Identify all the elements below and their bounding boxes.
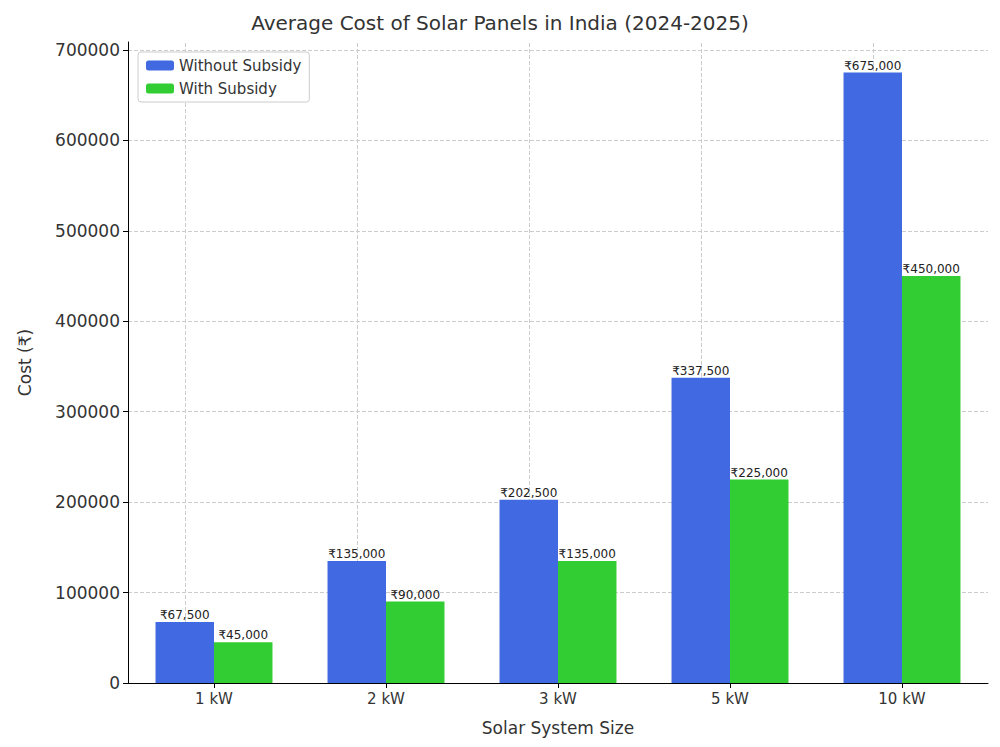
svg-text:₹450,000: ₹450,000 (903, 262, 960, 276)
svg-text:₹45,000: ₹45,000 (218, 628, 268, 642)
svg-text:Average Cost of Solar Panels i: Average Cost of Solar Panels in India (2… (251, 11, 749, 35)
svg-text:10 kW: 10 kW (878, 690, 926, 708)
svg-text:₹225,000: ₹225,000 (731, 466, 788, 480)
svg-text:₹337,500: ₹337,500 (672, 364, 729, 378)
svg-text:₹202,500: ₹202,500 (500, 486, 557, 500)
svg-text:₹135,000: ₹135,000 (559, 547, 616, 561)
svg-text:0: 0 (109, 673, 120, 693)
svg-text:Without Subsidy: Without Subsidy (179, 57, 301, 75)
svg-text:₹90,000: ₹90,000 (390, 588, 440, 602)
svg-text:500000: 500000 (55, 221, 120, 241)
svg-text:₹675,000: ₹675,000 (844, 59, 901, 73)
svg-text:With Subsidy: With Subsidy (179, 80, 277, 98)
svg-text:2 kW: 2 kW (367, 690, 405, 708)
svg-text:5 kW: 5 kW (711, 690, 749, 708)
svg-text:700000: 700000 (55, 40, 120, 60)
svg-text:Cost (₹): Cost (₹) (15, 329, 35, 396)
svg-text:300000: 300000 (55, 402, 120, 422)
svg-text:600000: 600000 (55, 130, 120, 150)
svg-text:Solar System Size: Solar System Size (482, 718, 634, 738)
svg-text:₹135,000: ₹135,000 (328, 547, 385, 561)
svg-text:200000: 200000 (55, 492, 120, 512)
svg-text:₹67,500: ₹67,500 (160, 608, 210, 622)
svg-text:3 kW: 3 kW (539, 690, 577, 708)
svg-text:100000: 100000 (55, 583, 120, 603)
svg-text:400000: 400000 (55, 311, 120, 331)
svg-text:1 kW: 1 kW (195, 690, 233, 708)
